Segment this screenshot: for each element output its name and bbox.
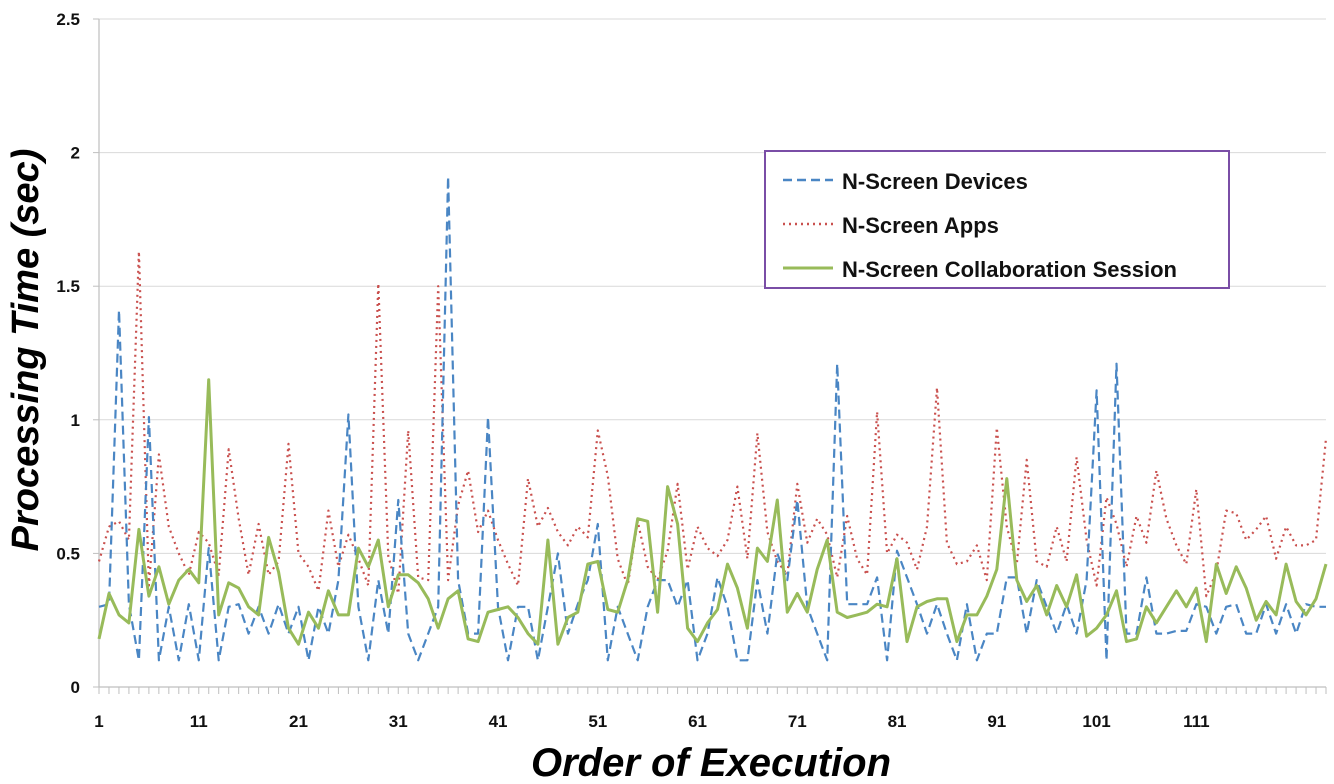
x-tick-label: 1 [94, 712, 103, 731]
y-tick-label: 1 [71, 411, 80, 430]
axes: 00.511.522.51 11 21 31 41 51 61 71 81 91 101 111 [56, 10, 1327, 731]
y-axis-title: Processing Time (sec) [5, 149, 47, 552]
legend-label-devices: N-Screen Devices [842, 169, 1028, 194]
x-tick-label: 21 [289, 712, 308, 731]
x-axis-title: Order of Execution [531, 741, 891, 784]
x-tick-label: 91 [987, 712, 1006, 731]
x-tick-label: 61 [688, 712, 707, 731]
y-tick-label: 1.5 [56, 277, 80, 296]
x-tick-label: 111 [1183, 712, 1210, 731]
x-tick-label: 41 [489, 712, 508, 731]
legend: N-Screen Devices N-Screen Apps N-Screen … [764, 150, 1230, 289]
y-tick-label: 0 [71, 678, 80, 697]
y-tick-label: 0.5 [56, 544, 80, 563]
x-tick-label: 51 [588, 712, 607, 731]
x-tick-label: 101 [1082, 712, 1110, 731]
series-line-session [97, 378, 1328, 646]
series-line-apps [97, 250, 1328, 598]
legend-box [764, 150, 1230, 289]
x-tick-label: 31 [389, 712, 408, 731]
series-lines [97, 175, 1328, 662]
legend-label-apps: N-Screen Apps [842, 213, 999, 238]
x-tick-label: 71 [788, 712, 807, 731]
legend-label-session: N-Screen Collaboration Session [842, 257, 1177, 282]
y-tick-label: 2.5 [56, 10, 80, 29]
x-tick-label: 11 [190, 712, 208, 731]
x-tick-label: 81 [888, 712, 907, 731]
y-tick-label: 2 [71, 144, 80, 163]
